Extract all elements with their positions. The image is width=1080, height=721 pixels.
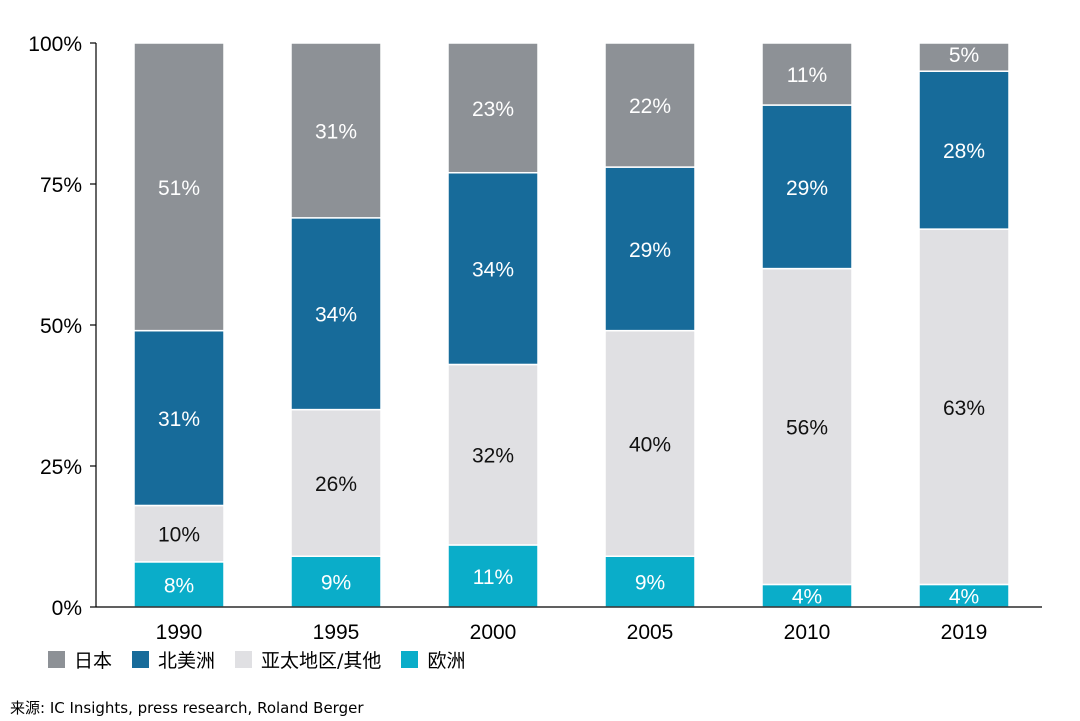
y-tick-label: 25%	[40, 456, 82, 479]
bar-segment	[918, 70, 1010, 230]
data-label: 11%	[473, 566, 513, 589]
bar-segment	[447, 363, 539, 546]
data-label: 51%	[158, 177, 200, 200]
data-label: 11%	[787, 64, 827, 87]
data-label: 8%	[164, 574, 194, 597]
bars: 8% 10% 31% 51% 9% 26% 34% 31% 11% 32% 34% 23% 9% 40% 2…	[133, 42, 1010, 608]
bar-segment	[290, 217, 382, 411]
bar-segment	[918, 228, 1010, 586]
legend-label-north-america: 北美洲	[158, 649, 216, 672]
source-note: 来源: IC Insights, press research, Roland …	[10, 699, 364, 717]
bar-segment	[761, 104, 853, 270]
data-label: 34%	[315, 304, 357, 327]
data-label: 32%	[472, 445, 514, 468]
data-label: 28%	[943, 140, 985, 163]
data-label: 31%	[315, 120, 357, 143]
legend-item-japan: 日本	[48, 646, 112, 673]
data-label: 34%	[472, 259, 514, 282]
data-label: 40%	[629, 433, 671, 456]
data-label: 10%	[158, 524, 200, 547]
x-axis: 1990 1995 2000 2005 2010 2019	[96, 606, 1042, 644]
data-label: 4%	[792, 585, 822, 608]
data-label: 63%	[943, 397, 985, 420]
x-tick-label: 1995	[313, 621, 360, 644]
x-tick-label: 1990	[156, 621, 203, 644]
bar-segment	[133, 504, 225, 563]
legend-swatch-north-america	[132, 650, 150, 668]
legend-label-europe: 欧洲	[427, 649, 466, 672]
data-label: 31%	[158, 408, 200, 431]
data-label: 56%	[786, 417, 828, 440]
legend: 日本 北美洲 亚太地区/其他 欧洲	[48, 646, 465, 672]
legend-label-asia-pacific-other: 亚太地区/其他	[261, 649, 382, 672]
data-label: 23%	[472, 98, 514, 121]
bar-segment	[133, 42, 225, 332]
y-tick-label: 0%	[52, 597, 82, 620]
bar-segment	[918, 42, 1010, 72]
bar-segment	[604, 555, 696, 608]
bar-segment	[447, 171, 539, 366]
bar-segment	[604, 166, 696, 332]
legend-label-japan: 日本	[74, 649, 113, 672]
bar-segment	[761, 267, 853, 586]
data-label: 26%	[315, 473, 357, 496]
data-label: 9%	[635, 572, 665, 595]
legend-item-north-america: 北美洲	[132, 646, 215, 673]
x-tick-label: 2010	[784, 621, 831, 644]
bar-segment	[290, 555, 382, 608]
y-axis: 0% 25% 50% 75% 100%	[28, 33, 97, 620]
data-label: 29%	[629, 239, 671, 262]
bar-segment	[290, 42, 382, 219]
legend-swatch-asia-pacific-other	[235, 650, 253, 668]
x-tick-label: 2019	[941, 621, 988, 644]
legend-swatch-japan	[48, 650, 65, 668]
bar-segment	[447, 42, 539, 174]
data-label: 29%	[786, 177, 828, 200]
legend-swatch-europe	[401, 650, 419, 668]
data-label: 5%	[949, 44, 979, 67]
bar-segment	[761, 42, 853, 106]
data-label: 4%	[949, 585, 979, 608]
bar-segment	[290, 408, 382, 557]
bar-segment	[133, 329, 225, 507]
data-label: 9%	[321, 572, 351, 595]
x-tick-label: 2000	[470, 621, 517, 644]
y-tick-label: 100%	[28, 33, 82, 56]
x-tick-label: 2005	[627, 621, 674, 644]
y-tick-label: 50%	[40, 315, 82, 338]
legend-item-asia-pacific-other: 亚太地区/其他	[235, 646, 381, 673]
bar-segment	[604, 329, 696, 557]
bar-segment	[604, 42, 696, 168]
y-tick-label: 75%	[40, 174, 82, 197]
data-label: 22%	[629, 95, 671, 118]
legend-item-europe: 欧洲	[401, 646, 465, 673]
